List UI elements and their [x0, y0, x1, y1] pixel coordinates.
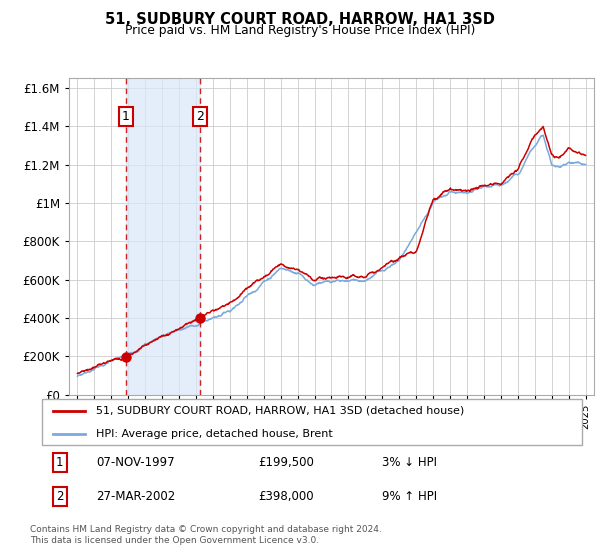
Text: 3% ↓ HPI: 3% ↓ HPI: [382, 456, 437, 469]
FancyBboxPatch shape: [42, 399, 582, 445]
Text: 1: 1: [122, 110, 130, 123]
Text: 51, SUDBURY COURT ROAD, HARROW, HA1 3SD: 51, SUDBURY COURT ROAD, HARROW, HA1 3SD: [105, 12, 495, 27]
Text: 2: 2: [56, 490, 64, 503]
Text: 27-MAR-2002: 27-MAR-2002: [96, 490, 175, 503]
Text: 2: 2: [196, 110, 204, 123]
Text: HPI: Average price, detached house, Brent: HPI: Average price, detached house, Bren…: [96, 429, 333, 438]
Text: 1: 1: [56, 456, 64, 469]
Text: Price paid vs. HM Land Registry's House Price Index (HPI): Price paid vs. HM Land Registry's House …: [125, 24, 475, 36]
Text: £398,000: £398,000: [258, 490, 314, 503]
Text: Contains HM Land Registry data © Crown copyright and database right 2024.
This d: Contains HM Land Registry data © Crown c…: [30, 525, 382, 545]
Text: 51, SUDBURY COURT ROAD, HARROW, HA1 3SD (detached house): 51, SUDBURY COURT ROAD, HARROW, HA1 3SD …: [96, 406, 464, 416]
Text: 9% ↑ HPI: 9% ↑ HPI: [382, 490, 437, 503]
Text: £199,500: £199,500: [258, 456, 314, 469]
Text: 07-NOV-1997: 07-NOV-1997: [96, 456, 175, 469]
